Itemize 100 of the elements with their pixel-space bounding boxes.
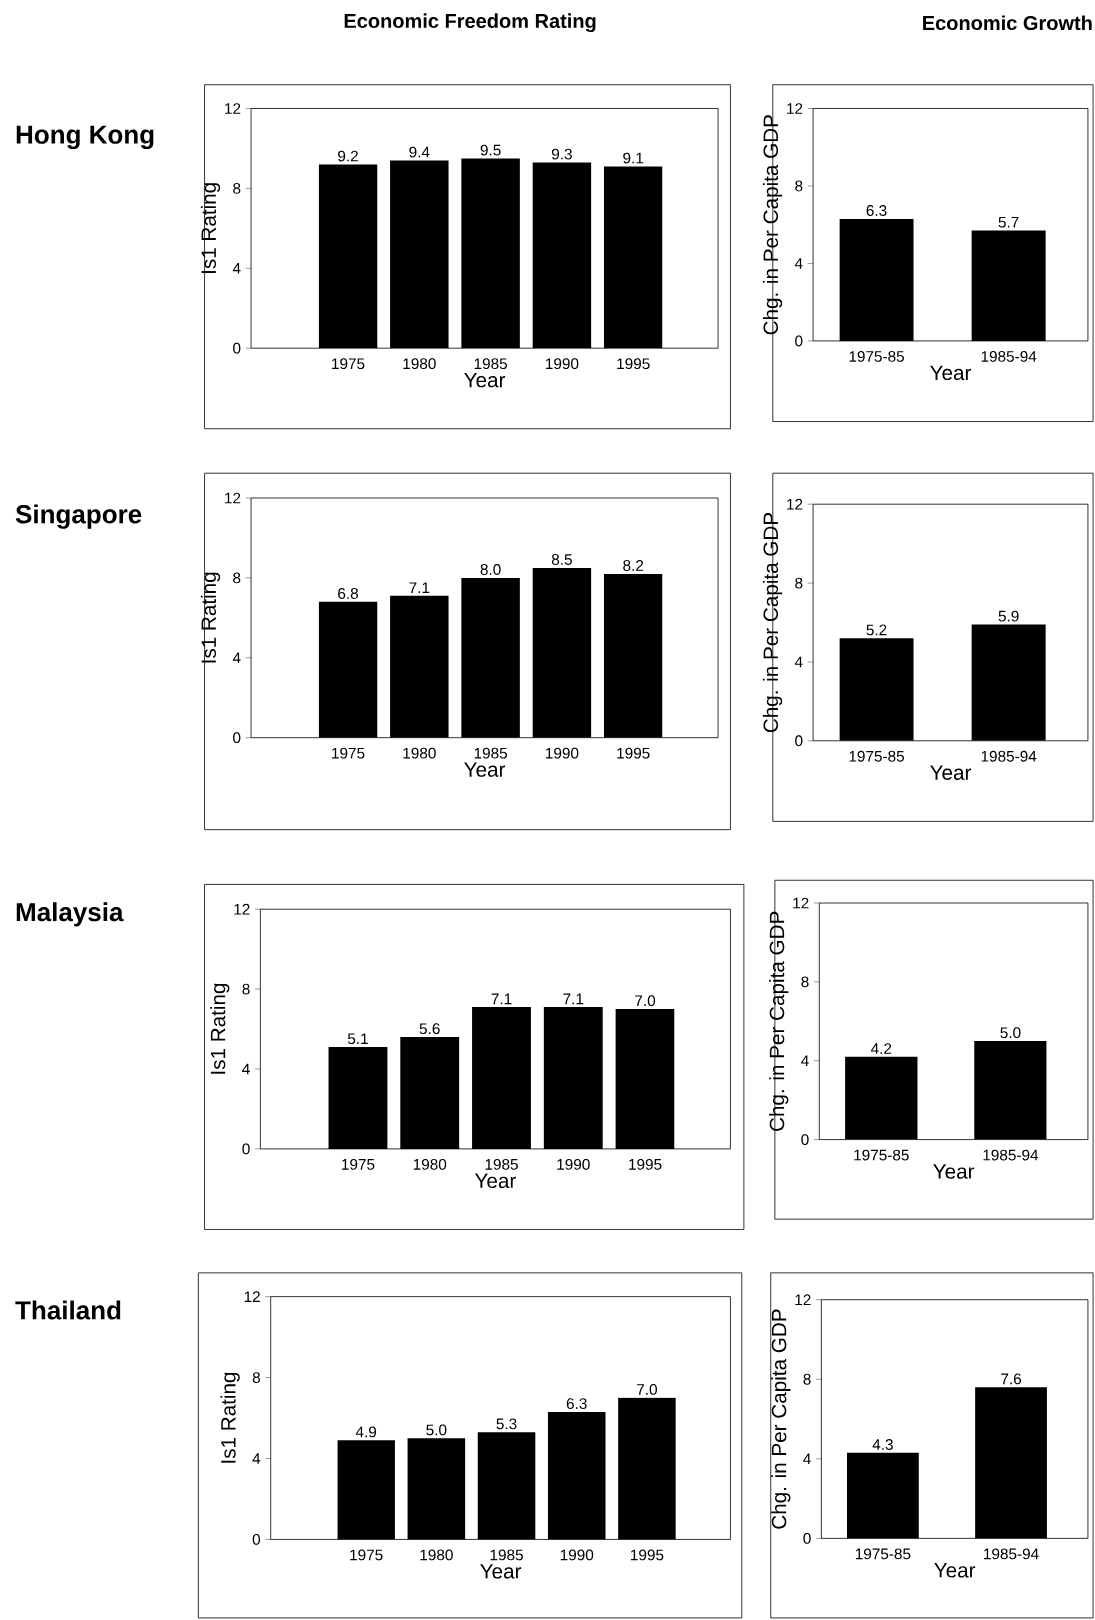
y-axis-title: Is1 Rating bbox=[210, 983, 230, 1074]
x-axis-title: Year bbox=[474, 1173, 516, 1189]
y-axis-title: Chg. in Per Capita GDP bbox=[762, 512, 783, 733]
x-tick-label: 1990 bbox=[545, 358, 579, 370]
y-tick-label: 12 bbox=[225, 103, 241, 114]
text: Malaysia bbox=[16, 902, 124, 927]
x-tick-label: 1985 bbox=[490, 1549, 523, 1561]
x-axis-title: Year bbox=[464, 372, 506, 388]
x-tick-label: 1990 bbox=[545, 747, 579, 759]
x-tick-label: 1975 bbox=[342, 1158, 375, 1170]
x-tick-label: 1975-85 bbox=[849, 351, 904, 362]
y-tick-label: 4 bbox=[794, 258, 803, 269]
y-tick-label: 0 bbox=[803, 1532, 811, 1544]
x-tick-label: 1985-94 bbox=[984, 1548, 1039, 1560]
data-label: 5.6 bbox=[419, 1023, 440, 1035]
data-label: 7.6 bbox=[1001, 1373, 1021, 1385]
data-label: 4.2 bbox=[870, 1043, 892, 1054]
y-axis-title: Chg. in Per Capita GDP bbox=[771, 1309, 791, 1529]
x-tick-label: 1980 bbox=[403, 358, 436, 370]
y-axis-title: Is1 Rating bbox=[200, 183, 221, 273]
y-tick-label: 12 bbox=[225, 492, 241, 504]
y-tick-label: 4 bbox=[242, 1063, 250, 1075]
data-label: 6.3 bbox=[566, 1398, 587, 1410]
x-tick-label: 1990 bbox=[560, 1549, 594, 1561]
bar bbox=[532, 567, 592, 738]
x-axis-title: Year bbox=[934, 1563, 976, 1578]
x-tick-label: 1995 bbox=[617, 358, 650, 370]
y-tick-label: 8 bbox=[795, 577, 803, 589]
x-tick-label: 1985 bbox=[485, 1158, 518, 1170]
y-tick-label: 0 bbox=[233, 732, 241, 744]
x-tick-label: 1995 bbox=[617, 747, 650, 759]
data-label: 8.0 bbox=[480, 564, 501, 575]
chart-title: Economic Growth bbox=[923, 15, 1092, 31]
y-tick-label: 4 bbox=[232, 263, 241, 274]
x-tick-label: 1995 bbox=[629, 1158, 662, 1170]
y-tick-label: 4 bbox=[803, 1453, 811, 1465]
y-tick-label: 12 bbox=[793, 897, 809, 909]
y-tick-label: 8 bbox=[795, 180, 803, 192]
y-tick-label: 0 bbox=[233, 342, 241, 354]
y-tick-label: 8 bbox=[252, 1372, 260, 1383]
x-tick-label: 1980 bbox=[413, 1158, 447, 1170]
x-tick-label: 1995 bbox=[630, 1549, 664, 1561]
x-tick-label: 1990 bbox=[557, 1158, 590, 1170]
x-tick-label: 1980 bbox=[420, 1549, 453, 1561]
data-label: 8.2 bbox=[623, 560, 644, 571]
y-tick-label: 0 bbox=[252, 1534, 260, 1545]
y-tick-label: 0 bbox=[242, 1143, 250, 1155]
y-tick-label: 4 bbox=[794, 656, 803, 668]
y-tick-label: 12 bbox=[787, 498, 803, 510]
x-tick-label: 1985-94 bbox=[983, 1149, 1039, 1161]
data-label: 9.1 bbox=[623, 152, 644, 164]
y-tick-label: 0 bbox=[801, 1134, 809, 1146]
data-label: 7.0 bbox=[635, 995, 656, 1007]
data-label: 4.3 bbox=[872, 1439, 893, 1450]
data-label: 7.1 bbox=[563, 993, 584, 1005]
x-tick-label: 1975-85 bbox=[854, 1149, 909, 1161]
x-tick-label: 1985-94 bbox=[981, 351, 1037, 362]
text: Thailand bbox=[15, 1300, 121, 1320]
y-tick-label: 12 bbox=[244, 1291, 260, 1302]
data-label: 5.0 bbox=[426, 1424, 447, 1436]
x-tick-label: 1985 bbox=[474, 747, 507, 759]
x-tick-label: 1975 bbox=[332, 358, 365, 370]
x-tick-label: 1975-85 bbox=[855, 1548, 911, 1560]
data-label: 9.2 bbox=[338, 150, 358, 162]
data-label: 5.1 bbox=[347, 1033, 368, 1045]
data-label: 9.4 bbox=[409, 146, 430, 158]
bar bbox=[318, 601, 378, 738]
bar bbox=[603, 573, 663, 738]
data-label: 5.2 bbox=[866, 624, 887, 636]
data-label: 6.8 bbox=[338, 588, 358, 599]
text: Singapore bbox=[15, 504, 142, 529]
chart-title: Economic Freedom Rating bbox=[344, 13, 596, 33]
data-label: 5.3 bbox=[496, 1418, 517, 1430]
x-tick-label: 1980 bbox=[403, 747, 436, 759]
y-tick-label: 4 bbox=[801, 1055, 809, 1066]
data-label: 5.7 bbox=[998, 216, 1019, 228]
y-axis-title: Chg. in Per Capita GDP bbox=[762, 115, 783, 335]
data-label: 4.9 bbox=[355, 1426, 377, 1438]
x-axis-title: Year bbox=[480, 1564, 522, 1579]
text: Hong Kong bbox=[16, 125, 154, 150]
y-tick-label: 0 bbox=[795, 735, 803, 747]
bar bbox=[390, 595, 449, 738]
y-tick-label: 8 bbox=[233, 182, 241, 194]
x-axis-title: Year bbox=[930, 765, 972, 780]
x-tick-label: 1985 bbox=[474, 358, 507, 370]
y-tick-label: 12 bbox=[787, 103, 803, 114]
y-tick-label: 8 bbox=[801, 976, 809, 988]
x-tick-label: 1975-85 bbox=[849, 750, 904, 762]
x-tick-label: 1985-94 bbox=[981, 750, 1037, 762]
data-label: 9.3 bbox=[551, 148, 572, 160]
data-label: 8.5 bbox=[551, 554, 572, 565]
data-label: 5.0 bbox=[1000, 1027, 1021, 1039]
y-tick-label: 4 bbox=[252, 1453, 261, 1464]
data-label: 5.9 bbox=[998, 610, 1019, 622]
y-tick-label: 12 bbox=[234, 903, 250, 915]
y-tick-label: 0 bbox=[795, 335, 803, 347]
x-axis-title: Year bbox=[933, 1164, 975, 1179]
bar bbox=[461, 577, 520, 738]
y-tick-label: 8 bbox=[242, 983, 250, 995]
data-label: 6.3 bbox=[866, 205, 887, 216]
